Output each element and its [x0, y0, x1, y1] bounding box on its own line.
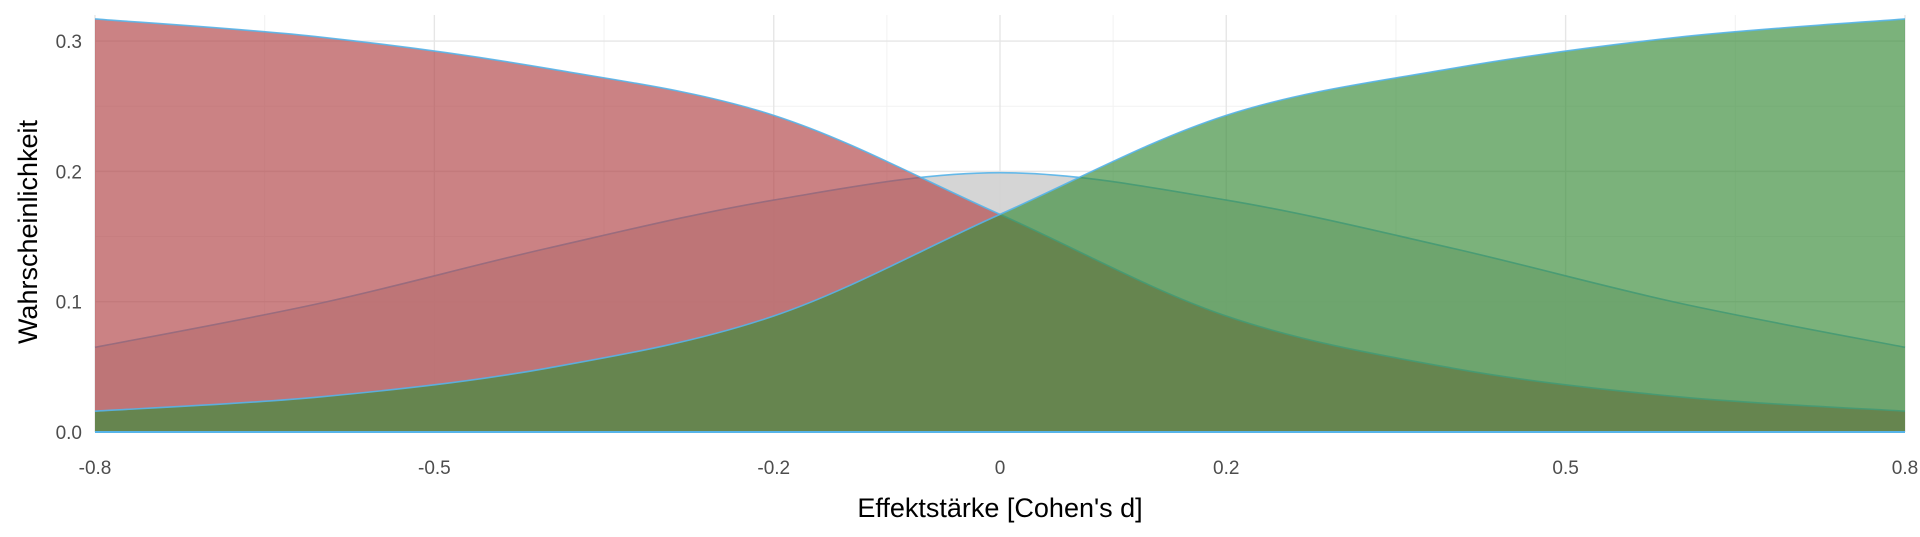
density-curve-3 [94, 18, 1906, 412]
x-tick-label: -0.2 [757, 458, 790, 479]
density-areas [94, 18, 1906, 433]
y-axis-ticks: 0.0 0.1 0.2 0.3 [56, 32, 82, 444]
y-tick-label: 0.2 [56, 162, 82, 183]
density-area-3 [95, 18, 1905, 432]
x-axis-title: Effektstärke [Cohen's d] [857, 493, 1142, 523]
x-tick-label: 0 [995, 458, 1006, 479]
x-tick-label: -0.5 [418, 458, 451, 479]
x-tick-label: 0.5 [1552, 458, 1578, 479]
x-tick-label: 0.2 [1213, 458, 1239, 479]
y-tick-label: 0.3 [56, 32, 82, 53]
y-tick-label: 0.1 [56, 293, 82, 314]
x-tick-label: 0.8 [1892, 458, 1918, 479]
x-tick-label: -0.8 [79, 458, 112, 479]
y-tick-label: 0.0 [56, 423, 82, 444]
x-axis-ticks: -0.8 -0.5 -0.2 0 0.2 0.5 0.8 [79, 458, 1919, 479]
y-axis-title: Wahrscheinlichkeit [13, 119, 43, 344]
